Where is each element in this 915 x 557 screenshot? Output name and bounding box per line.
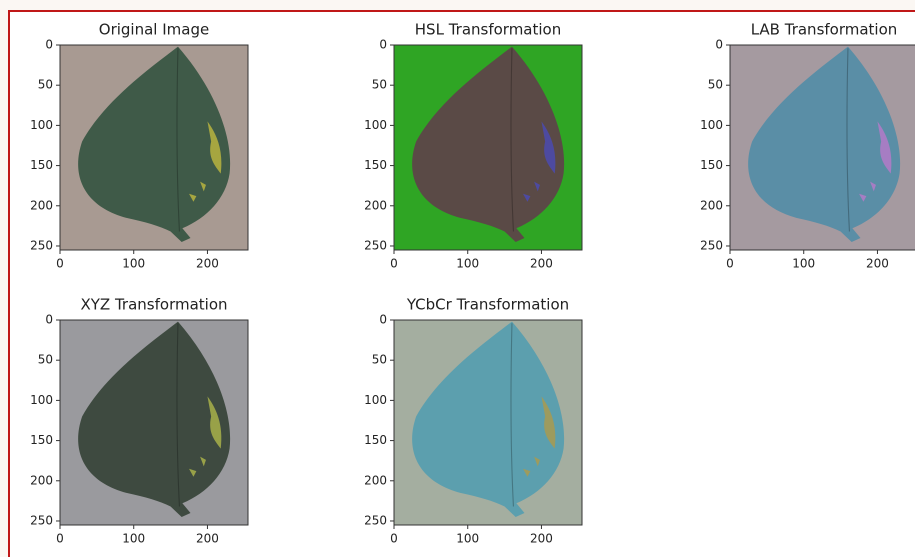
y-tick-label: 50 (38, 78, 53, 92)
y-tick-label: 0 (379, 38, 387, 52)
panel-title: LAB Transformation (751, 21, 898, 39)
x-tick-label: 0 (726, 257, 734, 271)
x-tick-label: 200 (530, 257, 553, 271)
y-tick-label: 50 (708, 78, 723, 92)
x-tick-label: 100 (792, 257, 815, 271)
panel-title: Original Image (99, 21, 209, 39)
y-tick-label: 0 (379, 313, 387, 327)
x-tick-label: 100 (456, 257, 479, 271)
x-tick-label: 0 (390, 257, 398, 271)
y-tick-label: 200 (364, 473, 387, 487)
y-tick-label: 200 (700, 198, 723, 212)
x-tick-label: 100 (122, 532, 145, 546)
panel-title: XYZ Transformation (80, 296, 227, 314)
y-tick-label: 0 (715, 38, 723, 52)
panel-title: YCbCr Transformation (406, 296, 569, 314)
x-tick-label: 200 (196, 257, 219, 271)
y-tick-label: 250 (30, 238, 53, 252)
y-tick-label: 200 (30, 198, 53, 212)
x-tick-label: 0 (56, 257, 64, 271)
x-tick-label: 0 (390, 532, 398, 546)
y-tick-label: 250 (30, 513, 53, 527)
x-tick-label: 100 (456, 532, 479, 546)
y-tick-label: 100 (30, 393, 53, 407)
y-tick-label: 100 (30, 118, 53, 132)
y-tick-label: 50 (372, 78, 387, 92)
y-tick-label: 150 (30, 433, 53, 447)
figure: Original Image 0 100 200 0 50 100 150 200 250 HSL … (0, 0, 915, 557)
y-tick-label: 50 (372, 353, 387, 367)
y-tick-label: 0 (45, 38, 53, 52)
y-tick-label: 50 (38, 353, 53, 367)
x-tick-label: 200 (866, 257, 889, 271)
y-tick-label: 100 (364, 118, 387, 132)
y-tick-label: 150 (30, 158, 53, 172)
y-tick-label: 0 (45, 313, 53, 327)
y-tick-label: 200 (30, 473, 53, 487)
y-tick-label: 200 (364, 198, 387, 212)
y-tick-label: 150 (700, 158, 723, 172)
y-tick-label: 100 (700, 118, 723, 132)
y-tick-label: 250 (364, 238, 387, 252)
y-tick-label: 250 (364, 513, 387, 527)
y-tick-label: 250 (700, 238, 723, 252)
y-tick-label: 150 (364, 158, 387, 172)
x-tick-label: 200 (530, 532, 553, 546)
y-tick-label: 100 (364, 393, 387, 407)
y-tick-label: 150 (364, 433, 387, 447)
x-tick-label: 0 (56, 532, 64, 546)
panel-title: HSL Transformation (415, 21, 561, 39)
x-tick-label: 100 (122, 257, 145, 271)
x-tick-label: 200 (196, 532, 219, 546)
